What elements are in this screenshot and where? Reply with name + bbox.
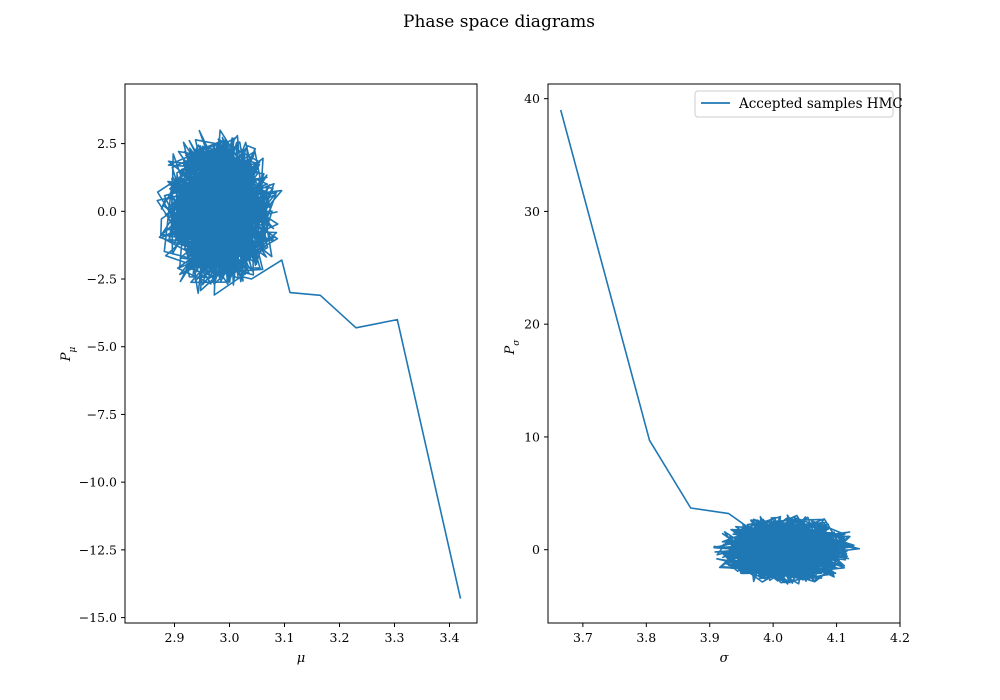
right-y-tick-label: 10 — [524, 429, 540, 444]
legend: Accepted samples HMC — [694, 90, 903, 118]
right-y-tick-label: 20 — [524, 317, 540, 332]
left-plot-frame — [124, 83, 478, 624]
right-y-axis-label-main: P — [503, 345, 518, 355]
right-y-axis-label: Pσ — [503, 339, 522, 356]
right-y-tick-label: 40 — [524, 91, 540, 106]
left-plot-mu: 2.9 3.0 3.1 3.2 3.3 3.4 2.5 0.0 −2.5 −5.0 −7.5 −10.… — [59, 83, 478, 666]
left-y-tick-label: −7.5 — [87, 407, 117, 422]
right-x-tick-label: 4.0 — [763, 630, 783, 645]
left-y-tick-label: 2.5 — [97, 136, 117, 151]
legend-entry-accepted-samples: Accepted samples HMC — [738, 96, 903, 112]
right-y-tick-label: 0 — [532, 542, 540, 557]
right-y-tick-label: 30 — [524, 204, 540, 219]
left-x-tick-label: 3.0 — [220, 630, 240, 645]
right-x-tick-label: 3.8 — [636, 630, 656, 645]
left-y-tick-label: −15.0 — [79, 610, 117, 625]
legend-box — [694, 90, 894, 118]
right-plot-ticks: 3.7 3.8 3.9 4.0 4.1 4.2 0 10 20 30 40 — [524, 91, 910, 645]
right-y-axis-label-sub: σ — [512, 339, 522, 346]
right-x-tick-label: 4.1 — [827, 630, 847, 645]
left-x-axis-label: μ — [297, 651, 305, 666]
figure-title: Phase space diagrams — [403, 12, 595, 32]
left-plot-series — [156, 129, 462, 599]
left-y-tick-label: −2.5 — [87, 272, 117, 287]
left-y-axis-label: Pμ — [59, 347, 78, 363]
left-y-axis-label-main: P — [59, 352, 74, 362]
right-series-line — [559, 109, 861, 585]
right-plot-frame — [547, 83, 901, 624]
left-x-tick-label: 3.3 — [385, 630, 405, 645]
left-y-tick-label: 0.0 — [97, 204, 117, 219]
right-x-tick-label: 3.9 — [700, 630, 720, 645]
left-y-axis-label-sub: μ — [68, 347, 78, 353]
right-plot-series — [559, 109, 861, 585]
left-plot-ticks: 2.9 3.0 3.1 3.2 3.3 3.4 2.5 0.0 −2.5 −5.0 −7.5 −10.… — [79, 136, 460, 645]
right-x-tick-label: 3.7 — [573, 630, 593, 645]
right-x-axis-label: σ — [720, 651, 730, 666]
right-x-tick-label: 4.2 — [890, 630, 910, 645]
left-x-tick-label: 3.1 — [275, 630, 295, 645]
left-y-tick-label: −12.5 — [79, 542, 117, 557]
left-y-tick-label: −5.0 — [87, 339, 117, 354]
left-y-tick-label: −10.0 — [79, 475, 117, 490]
left-series-line — [156, 129, 462, 599]
left-x-tick-label: 3.2 — [330, 630, 350, 645]
left-x-tick-label: 2.9 — [165, 630, 185, 645]
right-plot-sigma: 3.7 3.8 3.9 4.0 4.1 4.2 0 10 20 30 40 σ Pσ Accepte… — [503, 83, 910, 666]
left-x-tick-label: 3.4 — [440, 630, 460, 645]
